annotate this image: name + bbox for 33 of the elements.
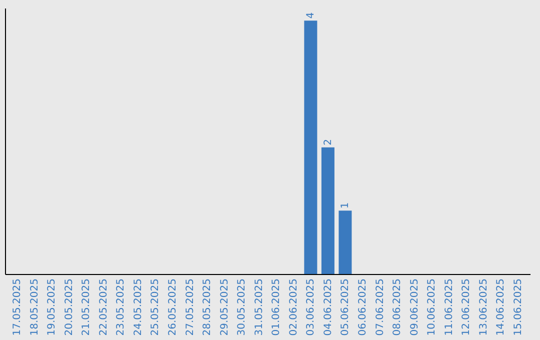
x-tick-label: 10.06.2025 bbox=[426, 278, 438, 336]
x-tick-label: 07.06.2025 bbox=[374, 278, 386, 336]
x-tick-label: 04.06.2025 bbox=[322, 278, 334, 336]
x-tick-label: 12.06.2025 bbox=[461, 278, 472, 336]
x-tick-label: 26.05.2025 bbox=[168, 278, 179, 336]
data-label: 4 bbox=[306, 12, 317, 19]
x-tick-label: 31.05.2025 bbox=[254, 278, 265, 336]
x-tick-label: 22.05.2025 bbox=[98, 278, 110, 336]
x-tick-label: 24.05.2025 bbox=[132, 278, 144, 336]
x-tick-label: 01.06.2025 bbox=[271, 278, 282, 336]
data-label: 1 bbox=[340, 202, 352, 209]
x-tick-label: 11.06.2025 bbox=[444, 278, 455, 336]
x-tick-label: 13.06.2025 bbox=[478, 278, 490, 336]
x-tick-label: 20.05.2025 bbox=[64, 278, 75, 336]
x-tick-label: 06.06.2025 bbox=[357, 278, 368, 336]
x-tick-label: 08.06.2025 bbox=[392, 278, 404, 336]
x-tick-label: 30.05.2025 bbox=[236, 278, 248, 336]
x-tick-label: 25.05.2025 bbox=[150, 278, 162, 336]
x-tick-label: 21.05.2025 bbox=[81, 278, 92, 336]
x-tick-label: 17.05.2025 bbox=[12, 278, 24, 336]
x-tick-label: 03.06.2025 bbox=[306, 278, 317, 336]
x-tick-label: 19.05.2025 bbox=[46, 278, 58, 336]
x-tick-label: 18.05.2025 bbox=[29, 278, 40, 336]
x-tick-label: 02.06.2025 bbox=[288, 278, 300, 336]
x-tick-label: 14.06.2025 bbox=[496, 278, 507, 336]
x-tick-label: 29.05.2025 bbox=[219, 278, 230, 336]
x-tick-label: 15.06.2025 bbox=[512, 278, 524, 336]
x-tick-label: 23.05.2025 bbox=[116, 278, 127, 336]
data-label: 2 bbox=[322, 138, 334, 146]
x-tick-label: 28.05.2025 bbox=[202, 278, 214, 336]
x-tick-label: 27.05.2025 bbox=[184, 278, 196, 336]
x-tick-label: 09.06.2025 bbox=[409, 278, 420, 336]
x-tick-label: 05.06.2025 bbox=[340, 278, 352, 336]
